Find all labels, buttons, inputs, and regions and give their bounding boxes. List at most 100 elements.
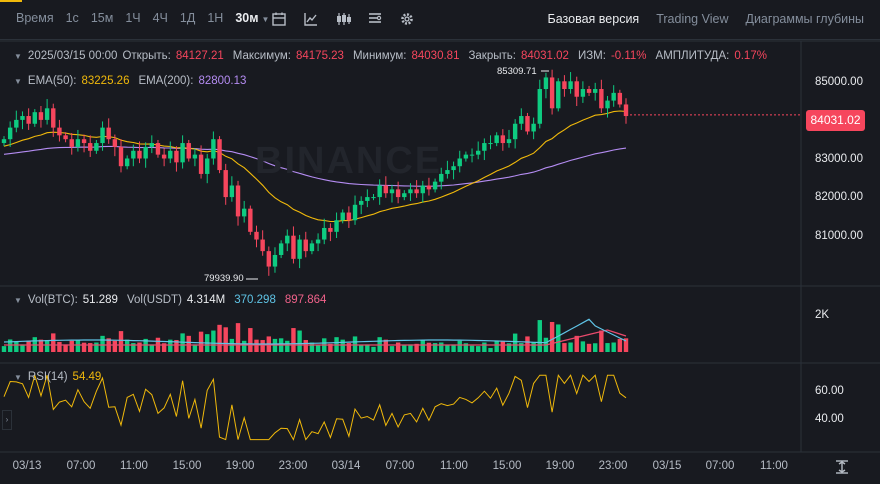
candle-body	[599, 89, 604, 109]
time-axis: 03/13 07:00 11:00 15:00 19:00 23:00 03/1…	[0, 460, 800, 478]
chevron-down-icon[interactable]: ▼	[14, 372, 22, 382]
time-tick: 11:00	[760, 460, 788, 472]
candle-body	[519, 116, 524, 124]
volume-bar	[605, 343, 610, 352]
rsi-row: ▼ RSI(14) 54.49	[14, 371, 110, 383]
candle-body	[112, 139, 118, 147]
candle-body	[389, 189, 395, 194]
timeframe-1d[interactable]: 1Д	[179, 11, 196, 25]
volume-bar	[463, 343, 469, 352]
rsi-tick: 60.00	[815, 385, 844, 397]
timeframe-15m[interactable]: 15м	[90, 11, 114, 25]
candle-body	[586, 89, 592, 93]
volume-bar	[131, 343, 136, 352]
volume-bar	[192, 344, 198, 352]
volume-bar	[149, 344, 155, 352]
chevron-down-icon[interactable]: ▼	[14, 76, 22, 86]
candle-body	[377, 185, 382, 198]
expand-axis-icon[interactable]	[834, 460, 854, 476]
chevron-right-icon[interactable]: ›	[2, 410, 12, 430]
volume-bar	[254, 339, 259, 352]
volume-bar	[439, 342, 444, 352]
candle-body	[51, 108, 56, 128]
volume-bar	[303, 340, 308, 352]
volume-tick: 2K	[815, 309, 830, 321]
rsi-line	[3, 373, 627, 441]
timeframe-1w[interactable]: 1Н	[207, 11, 224, 25]
timeframe-4h[interactable]: 4Ч	[152, 11, 168, 25]
candle-body	[32, 112, 37, 124]
candle-body	[346, 212, 352, 221]
volume-bar	[482, 342, 487, 352]
candle-body	[124, 158, 130, 167]
candle-body	[371, 197, 376, 199]
indicator-chart-icon[interactable]	[304, 12, 322, 28]
candle-body	[475, 150, 481, 155]
candle-body	[500, 135, 506, 144]
time-tick: 07:00	[705, 460, 735, 472]
candle-body	[266, 251, 272, 267]
view-basic[interactable]: Базовая версия	[547, 12, 640, 26]
timeframe-time[interactable]: Время	[16, 11, 54, 25]
volume-bar	[568, 342, 573, 352]
volume-bar	[94, 342, 99, 352]
candle-body	[463, 154, 469, 159]
timeframe-1s[interactable]: 1с	[65, 11, 79, 25]
vol-ma1-value: 370.298	[234, 294, 276, 306]
volume-bar	[63, 344, 68, 352]
candle-body	[7, 127, 13, 140]
timeframe-30m[interactable]: 30м ▼	[229, 11, 275, 25]
candle-body	[118, 146, 124, 167]
volume-bar	[260, 340, 265, 352]
candle-body	[322, 227, 327, 240]
time-tick: 15:00	[492, 460, 522, 472]
volume-bar	[506, 343, 512, 352]
volume-bar	[537, 320, 542, 352]
candle-body	[340, 212, 345, 221]
candle-body	[328, 227, 333, 232]
time-tick: 07:00	[385, 460, 415, 472]
chevron-down-icon[interactable]: ▼	[14, 51, 22, 61]
peak-high-label: 85309.71	[497, 66, 537, 77]
candle-body	[14, 119, 19, 128]
candle-body	[543, 77, 549, 90]
view-tradingview[interactable]: Trading View	[656, 12, 729, 26]
volume-bar	[525, 336, 530, 352]
time-tick: 03/14	[331, 460, 361, 472]
volume-bar	[475, 346, 481, 352]
candle-body	[88, 143, 93, 151]
candle-body	[272, 254, 278, 267]
vol-btc-value: 51.289	[82, 294, 118, 306]
gear-icon[interactable]	[400, 12, 418, 28]
volume-bar	[562, 343, 567, 352]
candle-body	[192, 154, 198, 159]
time-tick: 11:00	[120, 460, 148, 472]
volume-bar	[623, 338, 629, 352]
candle-body	[426, 185, 432, 190]
layout-icon[interactable]	[368, 12, 386, 28]
calendar-icon[interactable]	[272, 12, 290, 28]
timeframe-1h[interactable]: 1Ч	[125, 11, 141, 25]
ema50-value: 83225.26	[81, 75, 130, 87]
volume-ma1-line	[3, 318, 627, 345]
chevron-down-icon[interactable]: ▼	[14, 295, 22, 305]
candlestick-icon[interactable]	[336, 12, 354, 28]
amplitude-label: АМПЛИТУДА:	[655, 50, 730, 62]
candle-body	[556, 81, 561, 109]
accent-line	[0, 0, 22, 2]
volume-bar	[420, 340, 425, 352]
candle-body	[174, 150, 179, 163]
ema-row: ▼ EMA(50): 83225.26 EMA(200): 82800.13	[14, 75, 255, 87]
volume-bar	[593, 343, 598, 352]
candle-body	[445, 170, 450, 174]
candle-body	[451, 166, 456, 171]
ema200-line	[3, 145, 627, 187]
volume-bar	[389, 346, 395, 352]
open-value: 84127.21	[175, 50, 224, 62]
time-tick: 07:00	[66, 460, 96, 472]
candle-body	[235, 185, 241, 217]
volume-bar	[352, 336, 358, 352]
view-depth[interactable]: Диаграммы глубины	[745, 12, 864, 26]
candle-body	[248, 208, 253, 232]
